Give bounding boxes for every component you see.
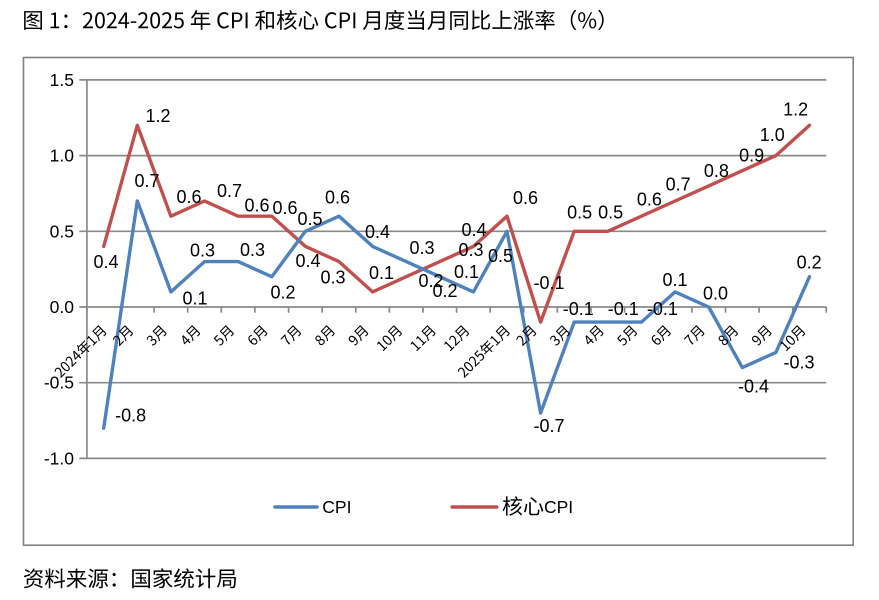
svg-text:0.4: 0.4 — [93, 252, 118, 272]
svg-text:0.6: 0.6 — [325, 188, 350, 208]
svg-text:-0.8: -0.8 — [115, 405, 146, 425]
svg-text:-1.0: -1.0 — [44, 448, 74, 468]
svg-text:CPI: CPI — [322, 497, 351, 517]
svg-text:-0.1: -0.1 — [608, 299, 639, 319]
svg-text:0.4: 0.4 — [461, 220, 486, 240]
svg-text:0.2: 0.2 — [797, 252, 822, 272]
svg-text:0.3: 0.3 — [458, 240, 483, 260]
svg-text:1.2: 1.2 — [783, 99, 808, 119]
svg-text:0.6: 0.6 — [272, 198, 297, 218]
svg-text:0.0: 0.0 — [703, 283, 728, 303]
svg-text:0.5: 0.5 — [297, 209, 322, 229]
svg-text:-0.1: -0.1 — [533, 273, 564, 293]
svg-text:0.0: 0.0 — [50, 297, 75, 317]
svg-text:0.7: 0.7 — [217, 181, 242, 201]
svg-text:0.5: 0.5 — [598, 202, 623, 222]
svg-text:0.5: 0.5 — [488, 246, 513, 266]
svg-text:-0.5: -0.5 — [44, 373, 74, 393]
svg-text:0.6: 0.6 — [176, 187, 201, 207]
svg-text:0.4: 0.4 — [295, 251, 320, 271]
svg-text:0.4: 0.4 — [365, 222, 390, 242]
svg-text:0.5: 0.5 — [567, 202, 592, 222]
svg-text:1.5: 1.5 — [50, 70, 74, 90]
svg-text:0.8: 0.8 — [704, 161, 729, 181]
svg-text:0.5: 0.5 — [50, 221, 74, 241]
svg-text:0.3: 0.3 — [320, 268, 345, 288]
svg-text:0.7: 0.7 — [134, 171, 159, 191]
svg-text:1.0: 1.0 — [50, 146, 75, 166]
svg-text:0.7: 0.7 — [666, 175, 691, 195]
svg-text:0.6: 0.6 — [513, 188, 538, 208]
svg-text:0.1: 0.1 — [182, 289, 207, 309]
svg-text:0.1: 0.1 — [662, 270, 687, 290]
svg-text:0.1: 0.1 — [454, 262, 479, 282]
svg-text:0.3: 0.3 — [409, 238, 434, 258]
svg-text:0.1: 0.1 — [369, 263, 394, 283]
svg-text:-0.7: -0.7 — [533, 416, 564, 436]
svg-text:-0.4: -0.4 — [738, 376, 769, 396]
svg-text:0.9: 0.9 — [739, 146, 764, 166]
svg-text:0.2: 0.2 — [270, 283, 295, 303]
svg-text:0.6: 0.6 — [244, 196, 269, 216]
svg-text:-0.1: -0.1 — [563, 299, 594, 319]
svg-text:0.2: 0.2 — [418, 271, 443, 291]
svg-text:-0.3: -0.3 — [783, 352, 814, 372]
svg-text:0.2: 0.2 — [432, 281, 457, 301]
svg-text:CPI: CPI — [544, 497, 573, 517]
svg-text:0.6: 0.6 — [637, 189, 662, 209]
svg-text:0.3: 0.3 — [240, 240, 265, 260]
svg-text:-0.1: -0.1 — [647, 299, 678, 319]
svg-text:1.0: 1.0 — [760, 125, 785, 145]
svg-text:0.3: 0.3 — [190, 241, 215, 261]
svg-text:1.2: 1.2 — [145, 106, 170, 126]
